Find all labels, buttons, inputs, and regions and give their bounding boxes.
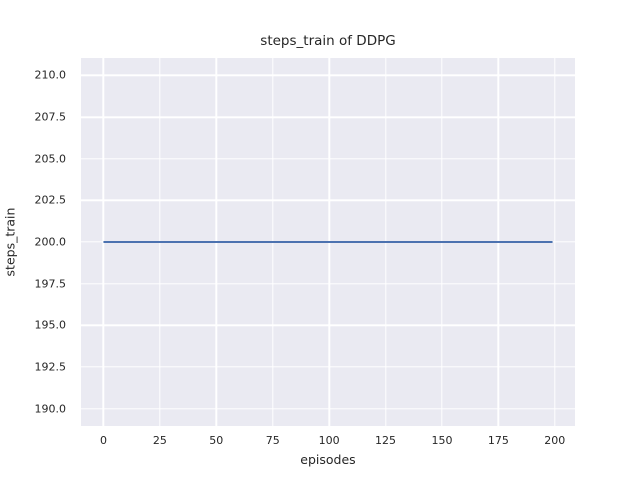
y-tick-label: 192.5 bbox=[34, 360, 67, 374]
x-tick-label: 50 bbox=[209, 434, 224, 447]
gridline-h bbox=[81, 74, 575, 77]
y-tick-label: 207.5 bbox=[34, 110, 67, 124]
y-tick-label: 190.0 bbox=[34, 402, 67, 416]
y-tick-label: 210.0 bbox=[34, 68, 67, 82]
x-tick-labels: 0 25 50 75 100 125 150 175 200 bbox=[81, 434, 575, 450]
x-tick-label: 150 bbox=[431, 434, 453, 447]
gridline-h bbox=[81, 366, 575, 368]
x-axis-label: episodes bbox=[300, 452, 356, 467]
gridline-h bbox=[81, 324, 575, 326]
gridline-h bbox=[81, 158, 575, 160]
gridline-h bbox=[81, 407, 575, 410]
gridline-h bbox=[81, 282, 575, 285]
y-tick-label: 205.0 bbox=[34, 152, 67, 166]
y-tick-label: 200.0 bbox=[34, 235, 67, 249]
x-tick-label: 200 bbox=[544, 434, 566, 447]
chart-title: steps_train of DDPG bbox=[260, 33, 396, 49]
y-tick-label: 195.0 bbox=[34, 318, 67, 332]
x-tick-label: 0 bbox=[99, 434, 107, 447]
x-tick-label: 175 bbox=[487, 434, 509, 447]
gridline-h bbox=[81, 199, 575, 202]
x-tick-label: 100 bbox=[318, 434, 340, 447]
y-tick-label: 197.5 bbox=[34, 277, 67, 291]
y-tick-labels: 190.0 192.5 195.0 197.5 200.0 202.5 205.0 207.5… bbox=[0, 58, 67, 426]
x-tick-label: 25 bbox=[152, 434, 167, 447]
plot-area bbox=[81, 58, 575, 426]
x-tick-label: 75 bbox=[265, 434, 280, 447]
line-series bbox=[103, 241, 553, 243]
y-tick-label: 202.5 bbox=[34, 193, 67, 207]
gridline-h bbox=[81, 116, 575, 118]
x-tick-label: 125 bbox=[375, 434, 397, 447]
